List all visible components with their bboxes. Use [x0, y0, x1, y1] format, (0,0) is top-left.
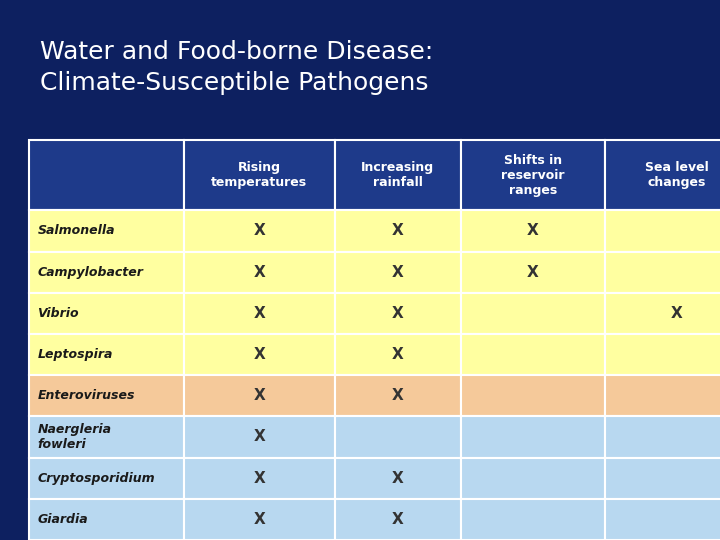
Bar — [29, 252, 184, 293]
Text: Campylobacter: Campylobacter — [37, 266, 143, 279]
Bar — [461, 293, 605, 334]
Bar — [29, 210, 184, 252]
Text: Cryptosporidium: Cryptosporidium — [37, 471, 155, 485]
Bar — [184, 252, 335, 293]
Text: Increasing
rainfall: Increasing rainfall — [361, 161, 434, 190]
Bar — [605, 252, 720, 293]
Bar — [335, 334, 461, 375]
Text: X: X — [253, 224, 265, 239]
Text: Water and Food-borne Disease:
Climate-Susceptible Pathogens: Water and Food-borne Disease: Climate-Su… — [40, 40, 433, 94]
Text: X: X — [392, 306, 404, 321]
Text: X: X — [392, 471, 404, 485]
Bar — [335, 210, 461, 252]
Bar — [605, 140, 720, 210]
Bar — [605, 334, 720, 375]
Bar — [29, 457, 184, 499]
Bar — [184, 375, 335, 416]
Text: X: X — [392, 512, 404, 527]
Text: X: X — [253, 265, 265, 280]
Bar — [461, 334, 605, 375]
Bar — [184, 140, 335, 210]
Text: X: X — [392, 388, 404, 403]
Bar — [29, 499, 184, 540]
Bar — [461, 416, 605, 457]
Text: X: X — [392, 224, 404, 239]
Bar — [335, 499, 461, 540]
Bar — [184, 416, 335, 457]
Text: Sea level
changes: Sea level changes — [645, 161, 708, 190]
Bar — [29, 140, 184, 210]
Text: X: X — [253, 388, 265, 403]
Text: Naergleria
fowleri: Naergleria fowleri — [37, 423, 112, 451]
Text: X: X — [392, 265, 404, 280]
Bar — [461, 375, 605, 416]
Bar — [184, 210, 335, 252]
Text: Rising
temperatures: Rising temperatures — [211, 161, 307, 190]
Bar — [184, 457, 335, 499]
Text: X: X — [253, 306, 265, 321]
Bar — [335, 140, 461, 210]
Bar — [335, 416, 461, 457]
Bar — [29, 416, 184, 457]
Bar — [335, 375, 461, 416]
Bar — [335, 457, 461, 499]
Text: X: X — [527, 265, 539, 280]
Text: X: X — [527, 224, 539, 239]
Text: Salmonella: Salmonella — [37, 225, 115, 238]
Text: X: X — [253, 429, 265, 444]
Bar — [184, 499, 335, 540]
Bar — [461, 499, 605, 540]
Text: X: X — [253, 512, 265, 527]
Bar — [335, 293, 461, 334]
Bar — [29, 375, 184, 416]
Bar — [461, 210, 605, 252]
Text: Giardia: Giardia — [37, 513, 88, 526]
Text: X: X — [671, 306, 683, 321]
Bar — [605, 293, 720, 334]
Text: Shifts in
reservoir
ranges: Shifts in reservoir ranges — [501, 154, 564, 197]
Bar — [184, 293, 335, 334]
Bar — [605, 210, 720, 252]
Bar — [461, 140, 605, 210]
Text: Leptospira: Leptospira — [37, 348, 113, 361]
Bar — [605, 457, 720, 499]
Bar — [605, 499, 720, 540]
Bar — [461, 457, 605, 499]
Bar — [29, 334, 184, 375]
Text: X: X — [392, 347, 404, 362]
Text: X: X — [253, 347, 265, 362]
Bar — [335, 252, 461, 293]
Text: Enteroviruses: Enteroviruses — [37, 389, 135, 402]
Bar — [605, 375, 720, 416]
Bar — [29, 293, 184, 334]
Bar — [461, 252, 605, 293]
Text: Vibrio: Vibrio — [37, 307, 79, 320]
Text: X: X — [253, 471, 265, 485]
Bar — [605, 416, 720, 457]
Bar — [184, 334, 335, 375]
